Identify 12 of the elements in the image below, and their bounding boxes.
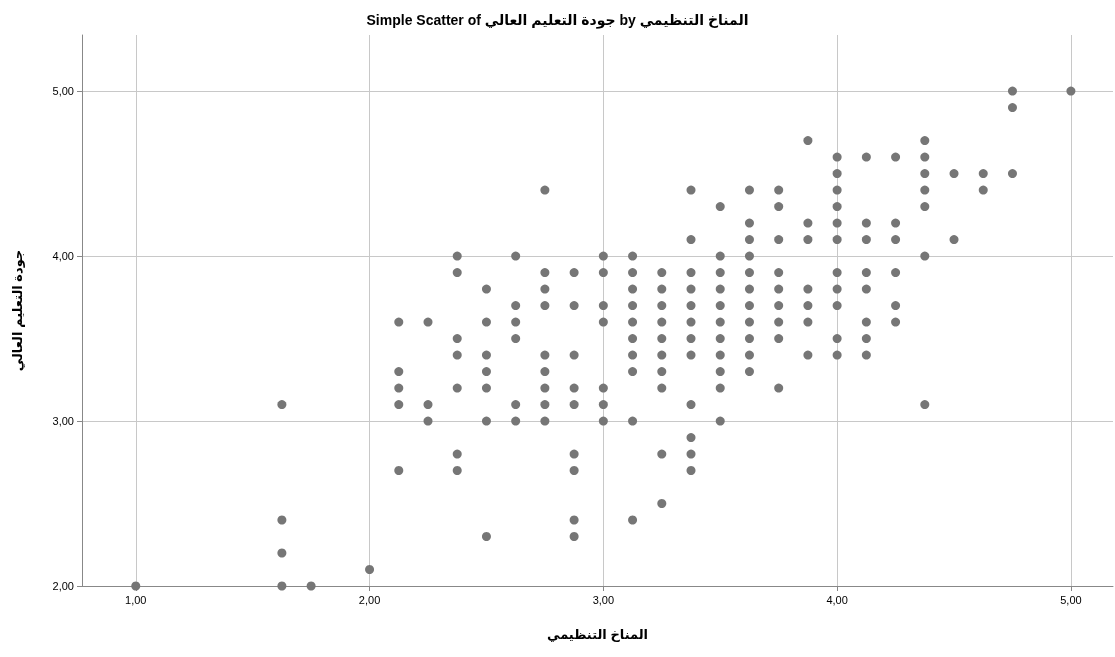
y-tick-label: 4,00	[52, 250, 74, 263]
x-tick-label: 4,00	[826, 593, 848, 606]
x-tick-label: 5,00	[1060, 593, 1082, 606]
x-axis-title: المناخ التنظيمي	[546, 627, 649, 642]
y-axis-title: جودة التعليم العالي	[10, 249, 25, 372]
x-tick-label: 1,00	[125, 593, 147, 606]
chart-title: Simple Scatter of جودة التعليم العالي by المناخ التنظيمي	[366, 12, 749, 29]
y-tick-label: 5,00	[52, 85, 74, 98]
y-tick-label: 2,00	[52, 580, 74, 592]
y-tick-label: 3,00	[52, 415, 74, 428]
x-tick-label: 2,00	[358, 593, 381, 606]
x-tick-label: 3,00	[592, 593, 615, 606]
